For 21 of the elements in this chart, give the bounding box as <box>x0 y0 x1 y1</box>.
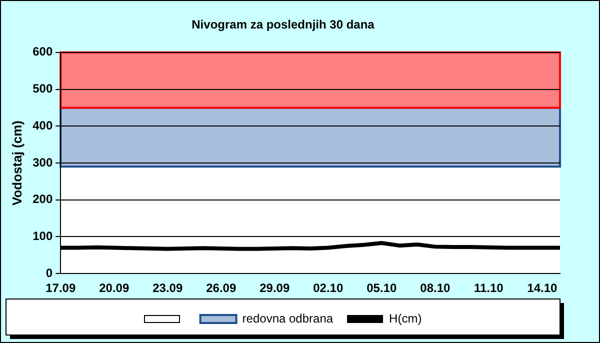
x-tick-label: 08.10 <box>420 281 450 296</box>
y-tick-label: 0 <box>46 266 53 280</box>
x-tick-label: 05.10 <box>366 281 397 296</box>
y-tick-label: 400 <box>32 118 53 132</box>
y-axis-title: Vodostaj (cm) <box>9 120 24 206</box>
x-tick-label: 29.09 <box>260 281 290 296</box>
x-tick-label: 17.09 <box>46 281 76 296</box>
y-tick-label: 200 <box>32 192 53 206</box>
y-tick-label: 300 <box>32 155 53 170</box>
x-tick-label: 14.10 <box>527 281 558 296</box>
x-tick-label: 11.10 <box>474 281 504 296</box>
legend-label: H(cm) <box>389 311 422 326</box>
x-tick-label: 26.09 <box>206 281 236 296</box>
x-tick-label: 23.09 <box>152 281 183 296</box>
legend-label: redovna odbrana <box>242 311 334 326</box>
x-tick-label: 20.09 <box>99 281 130 296</box>
y-tick-label: 100 <box>32 229 53 244</box>
y-tick-label: 500 <box>32 82 53 96</box>
x-tick-label: 02.10 <box>313 281 344 296</box>
y-tick-label: 600 <box>32 44 53 59</box>
chart-title: Nivogram za poslednjih 30 dana <box>192 18 375 32</box>
